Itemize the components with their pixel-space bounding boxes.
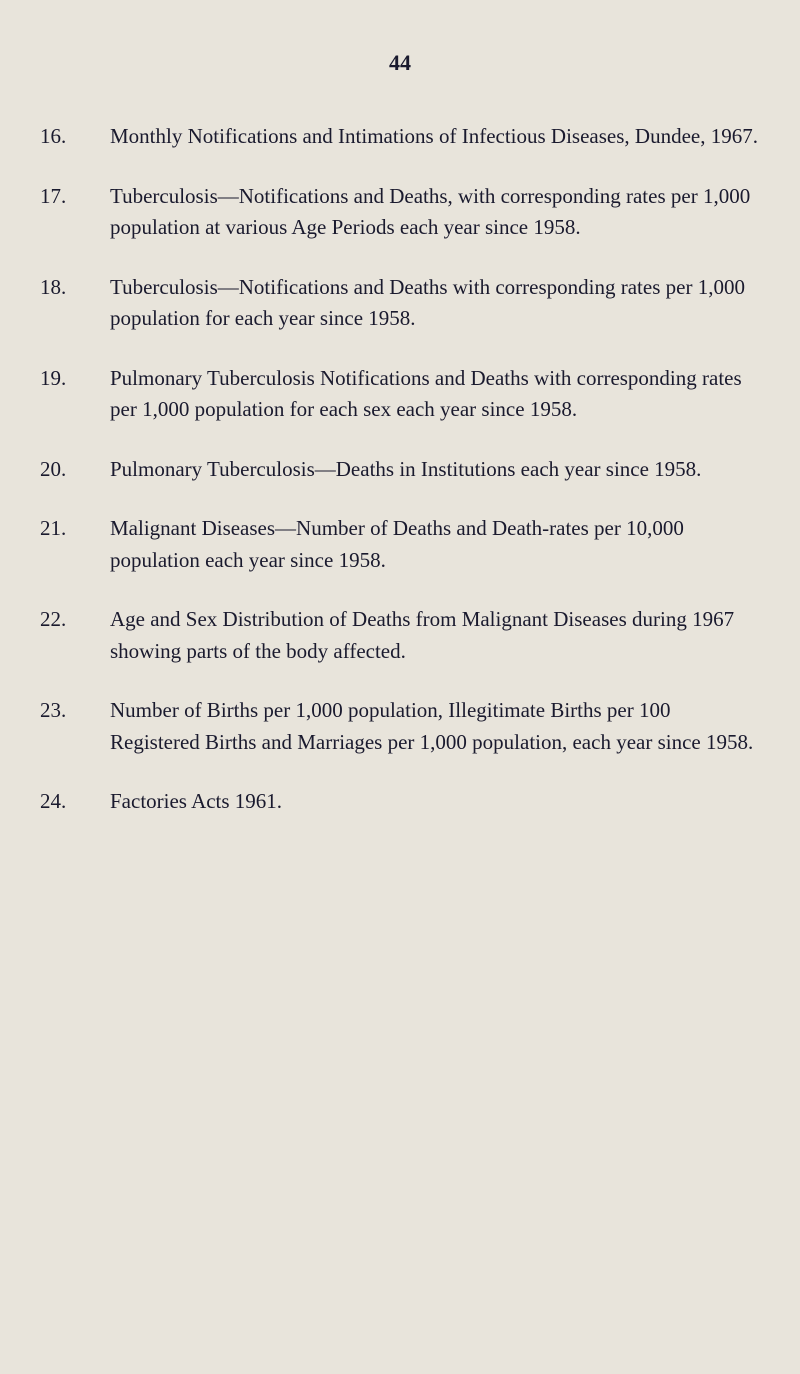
entry-text: Pulmonary Tuberculosis—Deaths in Institu… — [90, 454, 760, 486]
entry-number: 18. — [40, 272, 90, 335]
entry-number: 19. — [40, 363, 90, 426]
list-item: 24. Factories Acts 1961. — [40, 786, 760, 818]
entry-text: Tuberculosis—Notifications and Deaths, w… — [90, 181, 760, 244]
entry-text: Age and Sex Distribution of Deaths from … — [90, 604, 760, 667]
entry-number: 16. — [40, 121, 90, 153]
list-item: 18. Tuberculosis—Notifications and Death… — [40, 272, 760, 335]
list-item: 21. Malignant Diseases—Number of Deaths … — [40, 513, 760, 576]
list-item: 17. Tuberculosis—Notifications and Death… — [40, 181, 760, 244]
entry-text: Factories Acts 1961. — [90, 786, 760, 818]
entry-number: 21. — [40, 513, 90, 576]
entry-text: Tuberculosis—Notifications and Deaths wi… — [90, 272, 760, 335]
entry-number: 23. — [40, 695, 90, 758]
entry-number: 24. — [40, 786, 90, 818]
list-item: 16. Monthly Notifications and Intimation… — [40, 121, 760, 153]
page-number: 44 — [40, 50, 760, 76]
entry-text: Monthly Notifications and Intimations of… — [90, 121, 760, 153]
list-item: 22. Age and Sex Distribution of Deaths f… — [40, 604, 760, 667]
entry-text: Number of Births per 1,000 population, I… — [90, 695, 760, 758]
list-item: 19. Pulmonary Tuberculosis Notifications… — [40, 363, 760, 426]
entry-text: Malignant Diseases—Number of Deaths and … — [90, 513, 760, 576]
list-item: 20. Pulmonary Tuberculosis—Deaths in Ins… — [40, 454, 760, 486]
entry-number: 22. — [40, 604, 90, 667]
list-item: 23. Number of Births per 1,000 populatio… — [40, 695, 760, 758]
entry-number: 20. — [40, 454, 90, 486]
entry-number: 17. — [40, 181, 90, 244]
entry-text: Pulmonary Tuberculosis Notifications and… — [90, 363, 760, 426]
